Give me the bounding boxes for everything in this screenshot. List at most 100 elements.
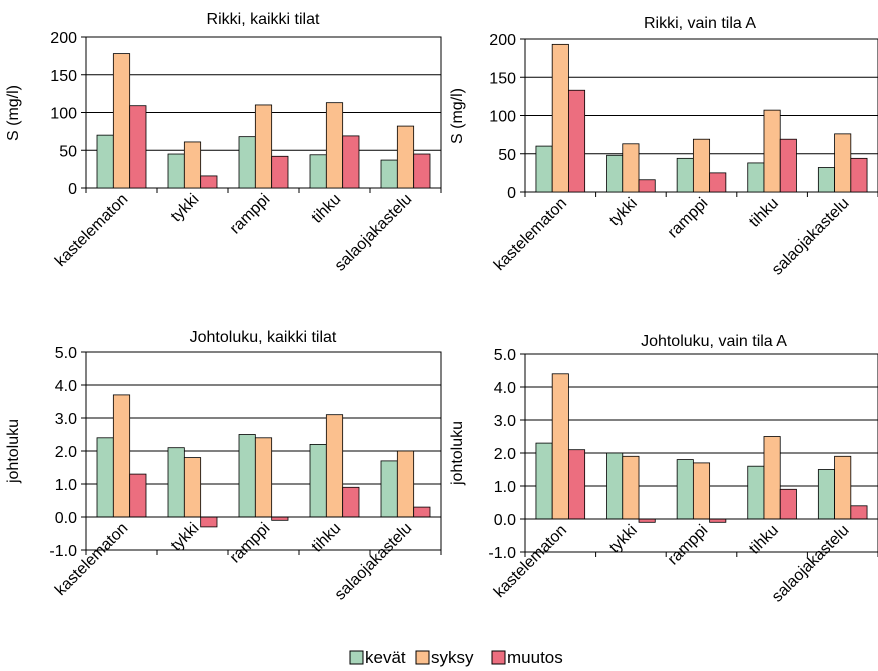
y-tick-label: 200: [50, 30, 77, 47]
plot-frame: [85, 351, 442, 551]
bar-muutos: [413, 506, 431, 518]
y-tick-label: 0.0: [55, 510, 77, 527]
chart-title: Rikki, kaikki tilat: [207, 11, 320, 28]
bar-kevat: [96, 134, 114, 189]
y-tick-label: 2.0: [55, 444, 77, 461]
bar-kevat: [167, 153, 185, 189]
y-axis-label: S (mg/l): [5, 85, 22, 141]
y-tick-label: -1.0: [488, 545, 516, 562]
y-tick-label: -1.0: [49, 543, 77, 560]
y-tick-label: 150: [50, 68, 77, 85]
y-tick-label: 5.0: [494, 347, 516, 364]
bar-muutos: [129, 473, 147, 518]
y-axis-label: johtoluku: [5, 419, 22, 484]
bar-kevat: [535, 145, 553, 193]
bar-kevat: [309, 443, 327, 518]
bar-muutos: [271, 155, 289, 189]
bar-syksy: [763, 109, 781, 193]
bar-syksy: [183, 457, 202, 518]
legend-label: syksy: [431, 648, 474, 667]
bar-kevat: [309, 154, 327, 189]
legend-swatch-kevat: [349, 650, 364, 665]
bar-kevat: [96, 437, 114, 518]
legend: kevät syksy muutos: [349, 648, 563, 667]
category-label: tihku: [309, 191, 345, 227]
category-label: tihku: [746, 195, 782, 231]
bar-muutos: [568, 449, 586, 520]
plot-frame: [524, 353, 878, 553]
category-label: ramppi: [227, 191, 274, 238]
category-label: salaojakastelu: [332, 520, 416, 604]
bar-muutos: [779, 138, 797, 193]
y-axis-label: S (mg/l): [449, 88, 466, 144]
bar-syksy: [325, 102, 344, 189]
y-tick-label: 2.0: [494, 446, 516, 463]
bar-syksy: [834, 133, 852, 193]
bar-kevat: [380, 159, 398, 189]
legend-swatch-syksy: [415, 650, 430, 665]
bar-kevat: [238, 434, 256, 518]
bar-kevat: [817, 167, 835, 193]
bar-kevat: [535, 442, 553, 520]
category-label: ramppi: [665, 522, 712, 569]
bar-muutos: [779, 488, 797, 520]
chart-panel-2: 0 50 100 150 200 kastelematon tykki ramppi tihku…: [449, 15, 878, 279]
bar-syksy: [254, 437, 273, 518]
legend-swatch-muutos: [491, 650, 506, 665]
y-tick-label: 4.0: [494, 380, 516, 397]
bar-syksy: [692, 138, 711, 193]
y-tick-label: 1.0: [55, 477, 77, 494]
bar-syksy: [396, 125, 415, 189]
y-tick-label: 50: [59, 143, 77, 160]
bar-muutos: [342, 486, 360, 518]
category-label: ramppi: [665, 195, 712, 242]
chart-panel-1: 0 50 100 150 200 kastelematon tykki ramppi tihku…: [5, 11, 442, 275]
bar-syksy: [834, 455, 852, 520]
bar-kevat: [606, 154, 624, 193]
category-label: salaojakastelu: [332, 191, 416, 275]
y-tick-label: 0: [68, 181, 77, 198]
chart-title: Rikki, vain tila A: [644, 15, 756, 32]
bar-muutos: [129, 105, 147, 189]
category-label: kastelematon: [52, 191, 131, 270]
bar-syksy: [254, 104, 273, 189]
y-tick-label: 4.0: [55, 378, 77, 395]
y-tick-label: 0: [507, 185, 516, 202]
bar-syksy: [622, 455, 640, 520]
bar-muutos: [413, 153, 431, 189]
bar-kevat: [380, 460, 398, 518]
y-tick-label: 1.0: [494, 479, 516, 496]
bar-muutos: [200, 516, 218, 528]
category-label: ramppi: [227, 520, 274, 567]
y-tick-label: 100: [489, 109, 516, 126]
bar-muutos: [709, 172, 727, 193]
y-tick-label: 5.0: [55, 345, 77, 362]
category-label: tykki: [606, 522, 641, 557]
bar-kevat: [676, 459, 694, 520]
bar-muutos: [850, 157, 868, 193]
bar-kevat: [167, 447, 185, 518]
legend-label: kevät: [365, 648, 406, 667]
bar-syksy: [396, 450, 415, 518]
bar-muutos: [568, 89, 586, 193]
y-tick-label: 3.0: [494, 413, 516, 430]
bar-kevat: [606, 452, 624, 520]
legend-label: muutos: [507, 648, 563, 667]
bar-kevat: [817, 469, 835, 520]
y-tick-label: 200: [489, 32, 516, 49]
y-tick-label: 100: [50, 106, 77, 123]
bar-syksy: [763, 436, 781, 520]
bar-syksy: [183, 141, 202, 189]
bar-kevat: [747, 162, 765, 193]
bar-muutos: [200, 175, 218, 189]
y-tick-label: 0.0: [494, 512, 516, 529]
bar-muutos: [850, 505, 868, 520]
y-axis-label: johtoluku: [449, 421, 466, 486]
y-tick-label: 3.0: [55, 411, 77, 428]
bar-kevat: [747, 465, 765, 520]
chart-title: Johtoluku, kaikki tilat: [190, 329, 337, 346]
y-tick-label: 150: [489, 70, 516, 87]
bar-syksy: [112, 394, 131, 518]
bar-syksy: [325, 414, 344, 518]
